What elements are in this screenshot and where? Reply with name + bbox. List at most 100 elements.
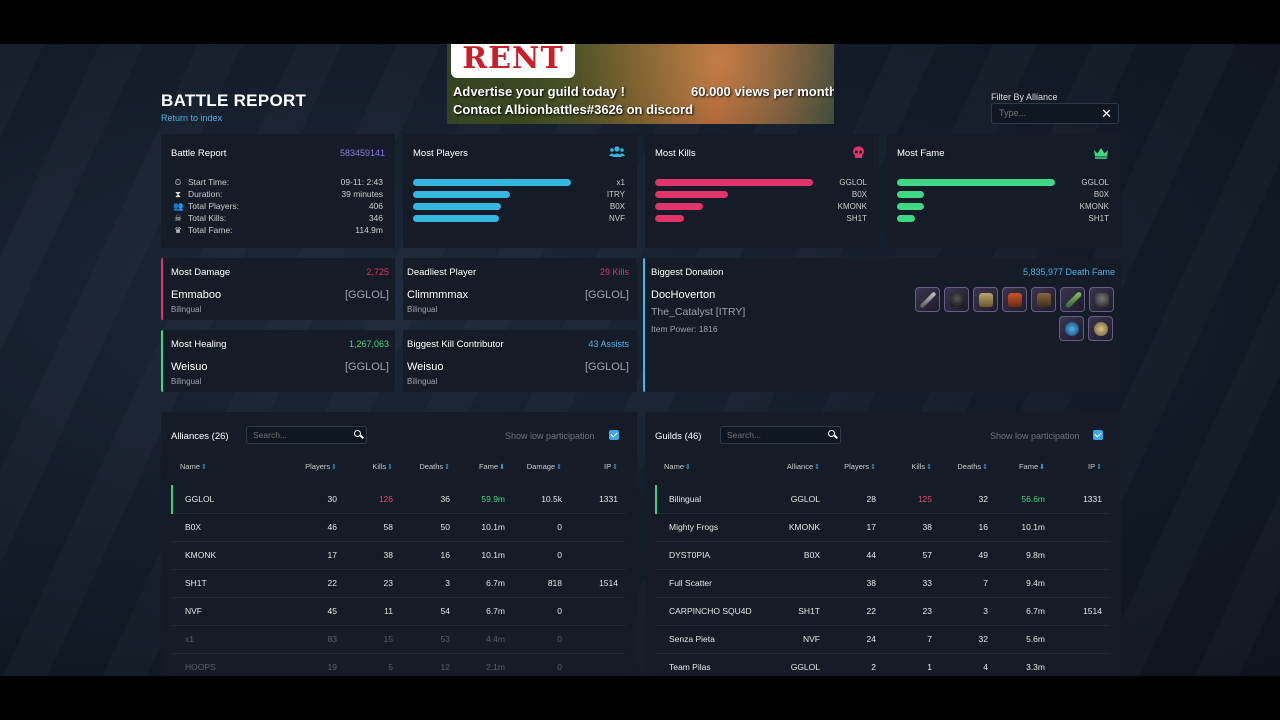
most-healing-player[interactable]: Weisuo xyxy=(171,361,208,373)
table-row[interactable]: Senza Pieta NVF 24 7 32 5.6m xyxy=(656,625,1110,654)
food-item-icon[interactable] xyxy=(1088,316,1113,341)
most-kills-bar xyxy=(655,191,728,198)
deadliest-player[interactable]: Climmmmax xyxy=(407,289,469,301)
potion-item-icon[interactable] xyxy=(1059,316,1084,341)
guilds-low-participation-checkbox[interactable] xyxy=(1093,430,1103,440)
filter-alliance-input[interactable] xyxy=(999,108,1099,118)
table-row[interactable]: NVF 45 11 54 6.7m 0 xyxy=(172,597,626,626)
table-row[interactable]: HOOPS 19 5 12 2.1m 0 xyxy=(172,653,626,676)
sort-icon[interactable]: ⇕ xyxy=(982,463,988,471)
column-header-name[interactable]: Name⇕ xyxy=(172,457,270,475)
table-cell-name[interactable]: KMONK xyxy=(172,541,270,570)
battle-id[interactable]: 583459141 xyxy=(339,148,385,158)
search-icon[interactable] xyxy=(354,430,361,437)
column-header-players[interactable]: Players⇕ xyxy=(828,457,884,475)
table-row[interactable]: Mighty Frogs KMONK 17 38 16 10.1m xyxy=(656,513,1110,542)
column-header-ip[interactable]: IP⇕ xyxy=(1053,457,1110,475)
table-cell-name[interactable]: Bilingual xyxy=(655,485,768,514)
column-header-kills[interactable]: Kills⇕ xyxy=(884,457,940,475)
table-row[interactable]: x1 83 15 53 4.4m 0 xyxy=(172,625,626,654)
table-row[interactable]: Team Pilas GGLOL 2 1 4 3.3m xyxy=(656,653,1110,676)
cape-item-icon[interactable] xyxy=(1031,287,1056,312)
return-to-index-link[interactable]: Return to index xyxy=(161,113,223,123)
column-header-name[interactable]: Name⇕ xyxy=(656,457,768,475)
most-fame-bar-label[interactable]: KMONK xyxy=(1079,202,1109,211)
sort-icon[interactable]: ⇕ xyxy=(556,463,562,471)
alliances-search-input[interactable] xyxy=(253,430,345,440)
most-kills-bar-label[interactable]: KMONK xyxy=(837,202,867,211)
guilds-search-input[interactable] xyxy=(727,430,819,440)
table-row[interactable]: CARPINCHO SQU4D SH1T 22 23 3 6.7m 1514 xyxy=(656,597,1110,626)
sort-icon[interactable]: ⇕ xyxy=(444,463,450,471)
sort-icon[interactable]: ⇕ xyxy=(685,463,691,471)
table-cell-name[interactable]: B0X xyxy=(172,513,270,542)
sort-icon[interactable]: ⇕ xyxy=(387,463,393,471)
ad-banner[interactable]: RENT Advertise your guild today ! 60.000… xyxy=(447,44,834,124)
filter-alliance-box[interactable]: ✕ xyxy=(991,103,1119,124)
sort-icon[interactable]: ⇕ xyxy=(201,463,207,471)
table-row[interactable]: DYST0PIA B0X 44 57 49 9.8m xyxy=(656,541,1110,570)
sort-icon[interactable]: ⇕ xyxy=(926,463,932,471)
alliances-search-box[interactable] xyxy=(246,426,367,444)
column-header-fame[interactable]: Fame⬇ xyxy=(996,457,1053,475)
table-row[interactable]: KMONK 17 38 16 10.1m 0 xyxy=(172,541,626,570)
sort-desc-icon[interactable]: ⬇ xyxy=(499,463,505,471)
most-kills-bar-label[interactable]: SH1T xyxy=(846,214,867,223)
table-cell-name[interactable]: CARPINCHO SQU4D xyxy=(656,597,768,626)
sort-icon[interactable]: ⇕ xyxy=(612,463,618,471)
table-cell-name[interactable]: DYST0PIA xyxy=(656,541,768,570)
sort-icon[interactable]: ⇕ xyxy=(814,463,820,471)
table-cell-name[interactable]: GGLOL xyxy=(171,485,270,514)
table-cell-name[interactable]: Mighty Frogs xyxy=(656,513,768,542)
armor-item-icon[interactable] xyxy=(973,287,998,312)
alliances-low-participation-checkbox[interactable] xyxy=(609,430,619,440)
most-players-bar-label[interactable]: x1 xyxy=(616,178,625,187)
column-header-deaths[interactable]: Deaths⇕ xyxy=(401,457,458,475)
column-header-fame[interactable]: Fame⬇ xyxy=(458,457,513,475)
clear-filter-icon[interactable]: ✕ xyxy=(1101,106,1112,121)
sort-desc-icon[interactable]: ⬇ xyxy=(1039,463,1045,471)
most-players-bar-label[interactable]: NVF xyxy=(609,214,625,223)
column-header-label: Players xyxy=(844,461,870,471)
sort-icon[interactable]: ⇕ xyxy=(870,463,876,471)
table-row[interactable]: SH1T 22 23 3 6.7m 818 1514 xyxy=(172,569,626,598)
sort-icon[interactable]: ⇕ xyxy=(1096,463,1102,471)
most-fame-bar-label[interactable]: GGLOL xyxy=(1081,178,1109,187)
most-kills-bar-label[interactable]: B0X xyxy=(851,190,867,199)
most-players-bar-label[interactable]: B0X xyxy=(609,202,625,211)
offhand-item-icon[interactable] xyxy=(1060,287,1085,312)
most-fame-bar-label[interactable]: B0X xyxy=(1093,190,1109,199)
table-cell-name[interactable]: Team Pilas xyxy=(656,653,768,676)
guilds-search-box[interactable] xyxy=(720,426,841,444)
column-header-deaths[interactable]: Deaths⇕ xyxy=(940,457,996,475)
hood-item-icon[interactable] xyxy=(944,287,969,312)
sword-item-icon[interactable] xyxy=(915,287,940,312)
table-row[interactable]: GGLOL 30 126 36 59.9m 10.5k 1331 xyxy=(171,485,626,514)
column-header-players[interactable]: Players⇕ xyxy=(270,457,345,475)
table-row[interactable]: Bilingual GGLOL 28 125 32 56.6m 1331 xyxy=(655,485,1110,514)
biggest-kill-player[interactable]: Weisuo xyxy=(407,361,444,373)
battle-stat-label: Total Fame: xyxy=(188,225,233,235)
table-cell-name[interactable]: x1 xyxy=(172,625,270,654)
table-cell-players: 22 xyxy=(270,569,345,598)
most-kills-bar-label[interactable]: GGLOL xyxy=(839,178,867,187)
bag-item-icon[interactable] xyxy=(1089,287,1114,312)
donation-player[interactable]: DocHoverton xyxy=(651,289,716,301)
most-damage-player[interactable]: Emmaboo xyxy=(171,289,222,301)
table-row[interactable]: B0X 46 58 50 10.1m 0 xyxy=(172,513,626,542)
search-icon[interactable] xyxy=(828,430,835,437)
table-cell-name[interactable]: SH1T xyxy=(172,569,270,598)
table-cell-name[interactable]: Senza Pieta xyxy=(656,625,768,654)
table-cell-name[interactable]: Full Scatter xyxy=(656,569,768,598)
most-fame-bar-label[interactable]: SH1T xyxy=(1088,214,1109,223)
boots-item-icon[interactable] xyxy=(1002,287,1027,312)
table-row[interactable]: Full Scatter 38 33 7 9.4m xyxy=(656,569,1110,598)
table-cell-name[interactable]: HOOPS xyxy=(172,653,270,676)
table-cell-name[interactable]: NVF xyxy=(172,597,270,626)
sort-icon[interactable]: ⇕ xyxy=(331,463,337,471)
most-players-bar-label[interactable]: ITRY xyxy=(606,190,625,199)
column-header-damage[interactable]: Damage⇕ xyxy=(513,457,570,475)
column-header-kills[interactable]: Kills⇕ xyxy=(345,457,401,475)
column-header-ip[interactable]: IP⇕ xyxy=(570,457,626,475)
column-header-alliance[interactable]: Alliance⇕ xyxy=(768,457,828,475)
